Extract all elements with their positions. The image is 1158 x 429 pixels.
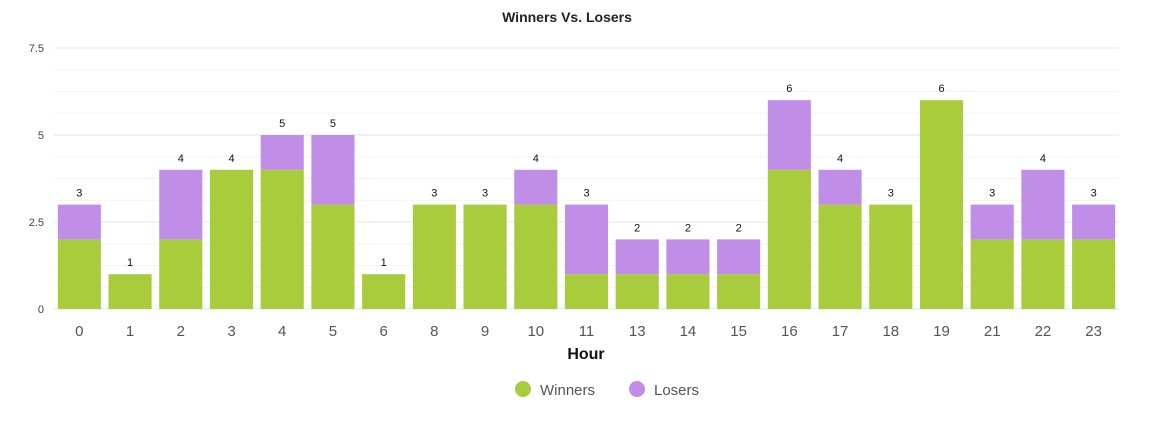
chart-title: Winners Vs. Losers xyxy=(502,9,632,25)
x-tick-label: 21 xyxy=(984,323,1001,340)
x-tick-label: 13 xyxy=(629,323,646,340)
bar-losers-hour-16[interactable] xyxy=(767,100,811,170)
data-label-total: 3 xyxy=(583,188,589,200)
bar-winners-hour-23[interactable] xyxy=(1072,239,1116,309)
legend-swatch-losers[interactable] xyxy=(629,381,645,397)
bar-winners-hour-10[interactable] xyxy=(514,204,558,309)
y-tick-label: 2.5 xyxy=(29,217,44,229)
bar-winners-hour-8[interactable] xyxy=(412,204,456,309)
bar-losers-hour-13[interactable] xyxy=(615,239,659,275)
bar-winners-hour-14[interactable] xyxy=(666,274,710,309)
bar-winners-hour-2[interactable] xyxy=(159,239,203,309)
x-tick-label: 8 xyxy=(430,323,438,340)
bar-winners-hour-11[interactable] xyxy=(564,274,609,309)
data-label-total: 4 xyxy=(533,153,539,165)
x-tick-label: 18 xyxy=(882,323,899,340)
x-tick-label: 2 xyxy=(177,323,185,340)
bar-losers-hour-15[interactable] xyxy=(717,239,761,275)
legend-label-winners[interactable]: Winners xyxy=(540,382,595,399)
x-axis-title: Hour xyxy=(567,346,604,363)
data-label-total: 6 xyxy=(938,83,944,95)
data-label-total: 3 xyxy=(888,188,894,200)
data-label-total: 3 xyxy=(482,188,488,200)
x-tick-label: 4 xyxy=(278,323,286,340)
bar-winners-hour-3[interactable] xyxy=(209,169,254,309)
y-tick-label: 0 xyxy=(38,304,44,316)
data-label-total: 6 xyxy=(786,83,792,95)
x-tick-label: 11 xyxy=(579,323,595,340)
legend: Winners Losers xyxy=(515,381,699,399)
data-label-total: 4 xyxy=(228,153,234,165)
bar-winners-hour-19[interactable] xyxy=(919,100,964,309)
bar-winners-hour-15[interactable] xyxy=(717,274,761,309)
bar-winners-hour-21[interactable] xyxy=(970,239,1014,309)
bar-losers-hour-11[interactable] xyxy=(564,204,609,275)
x-tick-label: 0 xyxy=(75,323,83,340)
bar-losers-hour-10[interactable] xyxy=(514,169,558,205)
data-label-total: 1 xyxy=(127,257,133,269)
bar-winners-hour-4[interactable] xyxy=(260,169,304,309)
data-label-total: 4 xyxy=(178,153,184,165)
bar-winners-hour-0[interactable] xyxy=(57,239,101,309)
bar-losers-hour-21[interactable] xyxy=(970,204,1014,240)
x-tick-label: 17 xyxy=(832,323,849,340)
x-tick-label: 6 xyxy=(379,323,387,340)
bar-losers-hour-2[interactable] xyxy=(159,169,203,240)
x-axis-ticks: 0 1 2 3 4 5 6 8 9 10 11 13 14 15 16 17 18 19 21 22 23 xyxy=(75,323,1102,340)
bar-losers-hour-14[interactable] xyxy=(666,239,710,275)
data-label-total: 2 xyxy=(634,222,640,234)
bar-winners-hour-9[interactable] xyxy=(463,204,507,309)
bars xyxy=(57,100,1116,309)
bar-losers-hour-22[interactable] xyxy=(1021,169,1065,240)
data-label-total: 5 xyxy=(279,118,285,130)
y-tick-label: 7.5 xyxy=(29,43,44,55)
x-tick-label: 16 xyxy=(781,323,798,340)
data-label-total: 2 xyxy=(736,222,742,234)
x-tick-label: 15 xyxy=(730,323,747,340)
x-tick-label: 5 xyxy=(329,323,337,340)
legend-swatch-winners[interactable] xyxy=(515,381,531,397)
bar-winners-hour-6[interactable] xyxy=(362,274,406,309)
x-tick-label: 1 xyxy=(126,323,134,340)
data-label-total: 3 xyxy=(1091,188,1097,200)
y-axis-ticks: 0 2.5 5 7.5 xyxy=(29,43,44,316)
bar-losers-hour-4[interactable] xyxy=(260,135,304,170)
bar-losers-hour-5[interactable] xyxy=(311,135,355,205)
bar-losers-hour-23[interactable] xyxy=(1072,204,1116,240)
x-tick-label: 22 xyxy=(1035,323,1052,340)
bar-losers-hour-17[interactable] xyxy=(818,169,862,205)
data-label-total: 1 xyxy=(381,257,387,269)
bar-winners-hour-5[interactable] xyxy=(311,204,355,309)
data-label-total: 3 xyxy=(989,188,995,200)
x-tick-label: 23 xyxy=(1085,323,1102,340)
data-label-total: 2 xyxy=(685,222,691,234)
x-tick-label: 3 xyxy=(227,323,235,340)
bar-winners-hour-18[interactable] xyxy=(869,204,913,309)
bar-winners-hour-22[interactable] xyxy=(1021,239,1065,309)
y-tick-label: 5 xyxy=(38,130,44,142)
data-label-total: 4 xyxy=(837,153,843,165)
bar-winners-hour-17[interactable] xyxy=(818,204,862,309)
x-tick-label: 19 xyxy=(933,323,950,340)
bar-losers-hour-0[interactable] xyxy=(57,204,101,240)
legend-label-losers[interactable]: Losers xyxy=(654,382,699,399)
data-label-total: 3 xyxy=(76,188,82,200)
data-label-total: 4 xyxy=(1040,153,1046,165)
x-tick-label: 10 xyxy=(527,323,544,340)
data-labels: 3 1 4 4 5 5 1 3 3 4 3 2 2 2 6 4 3 6 3 4 3 xyxy=(76,83,1096,269)
data-label-total: 3 xyxy=(431,188,437,200)
x-tick-label: 14 xyxy=(680,323,697,340)
x-tick-label: 9 xyxy=(481,323,489,340)
bar-winners-hour-16[interactable] xyxy=(767,169,811,309)
data-label-total: 5 xyxy=(330,118,336,130)
bar-winners-hour-13[interactable] xyxy=(615,274,659,309)
bar-winners-hour-1[interactable] xyxy=(108,274,152,309)
